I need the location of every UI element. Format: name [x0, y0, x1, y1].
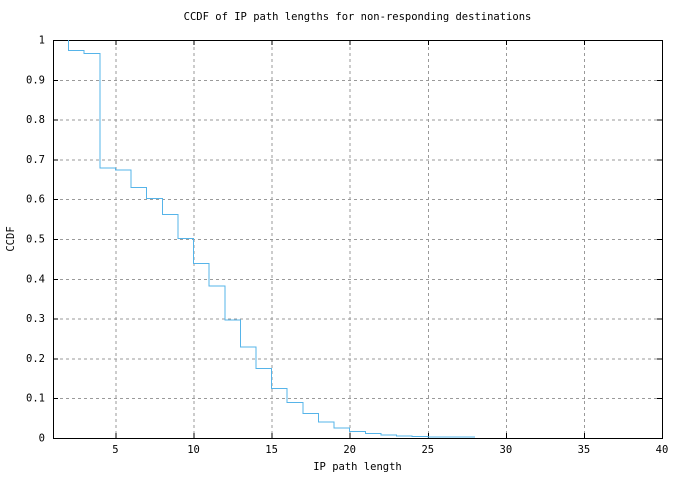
svg-text:0.7: 0.7: [26, 154, 45, 166]
svg-text:25: 25: [421, 444, 434, 456]
svg-text:0.3: 0.3: [26, 313, 45, 325]
x-tick-labels: 5 10 15 20 25 30 35 40: [112, 444, 668, 456]
ccdf-step-line: [68, 40, 476, 438]
svg-text:0.9: 0.9: [26, 74, 45, 86]
svg-text:0.8: 0.8: [26, 114, 45, 126]
y-axis-label: CCDF: [5, 226, 17, 252]
svg-text:0: 0: [39, 433, 45, 445]
axis-ticks: [53, 40, 663, 439]
svg-text:0.4: 0.4: [26, 273, 45, 285]
y-tick-labels: 0 0.1 0.2 0.3 0.4 0.5 0.6 0.7 0.8 0.9 1: [26, 35, 45, 445]
grid-lines: [54, 41, 661, 437]
svg-text:0.5: 0.5: [26, 234, 45, 246]
svg-text:0.2: 0.2: [26, 353, 45, 365]
svg-text:35: 35: [578, 444, 591, 456]
chart-title: CCDF of IP path lengths for non-respondi…: [183, 11, 532, 23]
svg-text:20: 20: [343, 444, 356, 456]
svg-text:0.1: 0.1: [26, 393, 45, 405]
svg-text:0.6: 0.6: [26, 194, 45, 206]
svg-text:40: 40: [656, 444, 669, 456]
svg-text:15: 15: [265, 444, 278, 456]
svg-text:5: 5: [112, 444, 118, 456]
svg-text:1: 1: [39, 35, 45, 47]
svg-text:30: 30: [500, 444, 513, 456]
x-axis-label: IP path length: [313, 461, 402, 473]
svg-text:10: 10: [187, 444, 200, 456]
